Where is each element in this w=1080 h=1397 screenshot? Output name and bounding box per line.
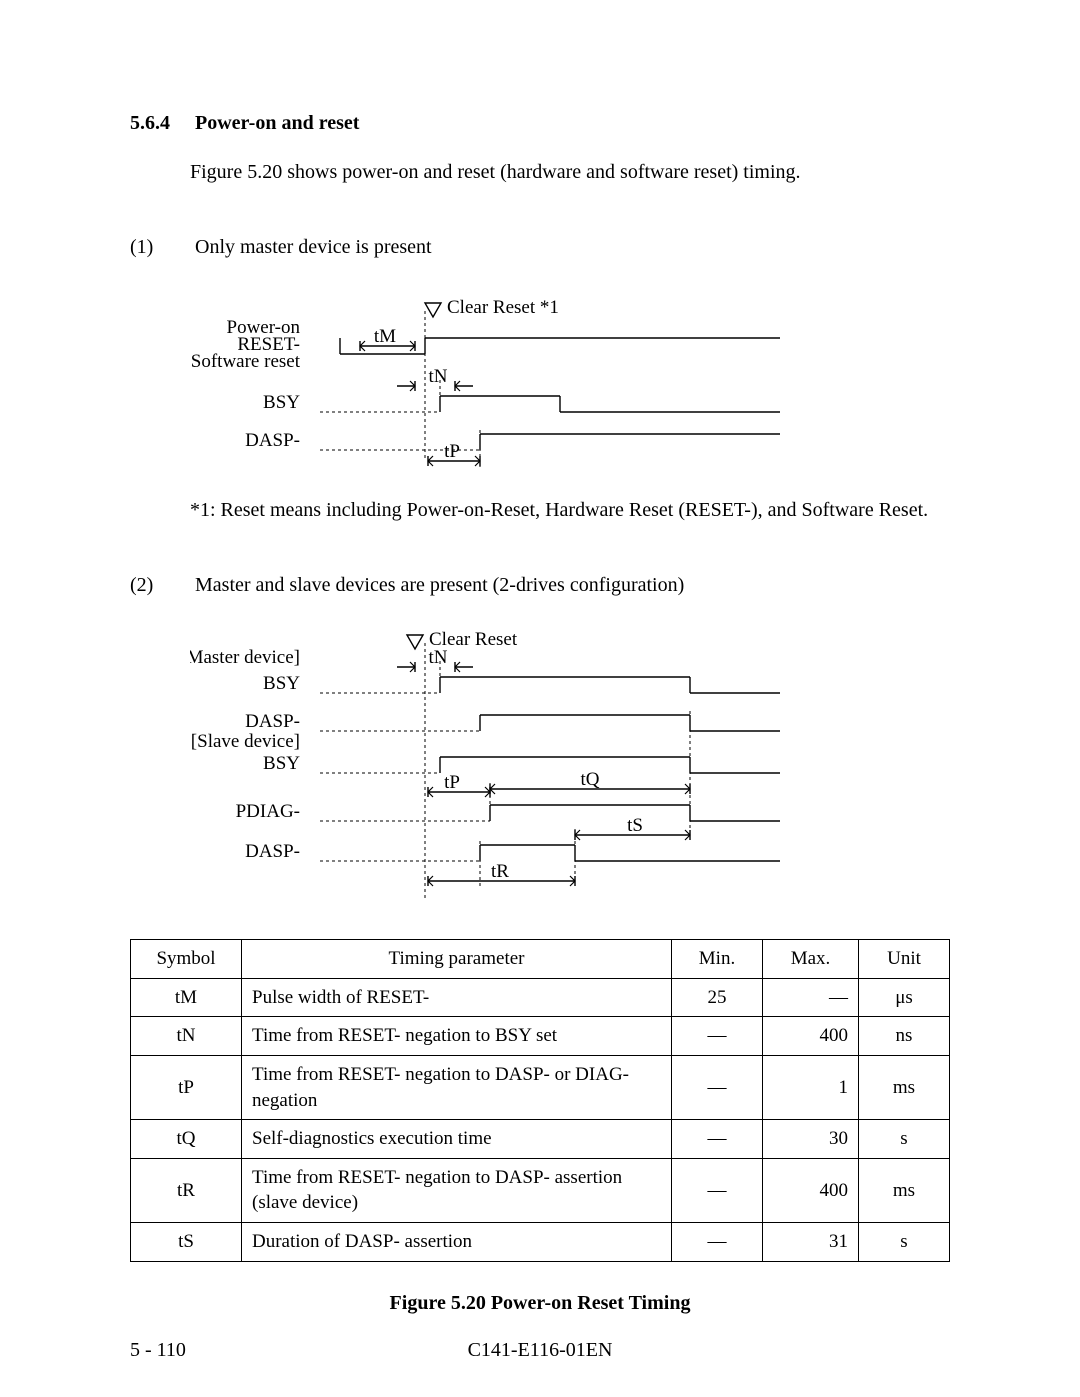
cell-max: —: [763, 978, 859, 1017]
intro-paragraph: Figure 5.20 shows power-on and reset (ha…: [190, 159, 950, 186]
timing-diagram-2-svg: Clear ResettN[Master device]BSYDASP-[Sla…: [190, 619, 790, 909]
svg-text:tN: tN: [429, 647, 448, 668]
table-row: tNTime from RESET- negation to BSY set—4…: [131, 1017, 950, 1056]
cell-symbol: tQ: [131, 1120, 242, 1159]
cell-max: 31: [763, 1223, 859, 1262]
svg-text:[Slave device]: [Slave device]: [191, 731, 300, 752]
table-row: tRTime from RESET- negation to DASP- ass…: [131, 1158, 950, 1222]
table-row: tPTime from RESET- negation to DASP- or …: [131, 1055, 950, 1119]
cell-max: 400: [763, 1158, 859, 1222]
subsection-2-num: (2): [130, 572, 190, 599]
section-number: 5.6.4: [130, 110, 190, 137]
timing-diagram-1-svg: Clear Reset *1Power-onRESET-Software res…: [190, 281, 790, 481]
cell-unit: ms: [859, 1055, 950, 1119]
cell-symbol: tN: [131, 1017, 242, 1056]
cell-symbol: tM: [131, 978, 242, 1017]
th-param: Timing parameter: [242, 940, 672, 979]
cell-max: 30: [763, 1120, 859, 1159]
subsection-2: (2) Master and slave devices are present…: [130, 572, 950, 599]
cell-param: Self-diagnostics execution time: [242, 1120, 672, 1159]
section-heading: 5.6.4 Power-on and reset: [130, 110, 950, 137]
th-symbol: Symbol: [131, 940, 242, 979]
table-row: tSDuration of DASP- assertion—31s: [131, 1223, 950, 1262]
cell-unit: s: [859, 1120, 950, 1159]
svg-text:Clear Reset *1: Clear Reset *1: [447, 297, 559, 318]
cell-param: Pulse width of RESET-: [242, 978, 672, 1017]
footnote-1: *1: Reset means including Power-on-Reset…: [190, 497, 950, 524]
th-min: Min.: [672, 940, 763, 979]
svg-text:tP: tP: [444, 441, 460, 462]
svg-text:tN: tN: [429, 366, 448, 387]
svg-text:DASP-: DASP-: [245, 711, 300, 732]
page: 5.6.4 Power-on and reset Figure 5.20 sho…: [0, 0, 1080, 1397]
svg-text:tR: tR: [491, 861, 509, 882]
th-max: Max.: [763, 940, 859, 979]
subsection-1-num: (1): [130, 234, 190, 261]
cell-unit: μs: [859, 978, 950, 1017]
svg-text:BSY: BSY: [263, 753, 300, 774]
cell-min: —: [672, 1017, 763, 1056]
cell-min: —: [672, 1223, 763, 1262]
subsection-1-text: Only master device is present: [195, 236, 432, 258]
timing-diagram-1: Clear Reset *1Power-onRESET-Software res…: [190, 281, 950, 489]
timing-table: Symbol Timing parameter Min. Max. Unit t…: [130, 939, 950, 1262]
cell-min: —: [672, 1055, 763, 1119]
subsection-1: (1) Only master device is present: [130, 234, 950, 261]
cell-unit: ns: [859, 1017, 950, 1056]
svg-text:[Master device]: [Master device]: [190, 647, 300, 668]
svg-text:PDIAG-: PDIAG-: [236, 801, 300, 822]
svg-text:tQ: tQ: [581, 769, 600, 790]
timing-diagram-2: Clear ResettN[Master device]BSYDASP-[Sla…: [190, 619, 950, 917]
figure-caption: Figure 5.20 Power-on Reset Timing: [130, 1290, 950, 1317]
svg-text:tP: tP: [444, 772, 460, 793]
table-row: tMPulse width of RESET-25—μs: [131, 978, 950, 1017]
cell-param: Time from RESET- negation to BSY set: [242, 1017, 672, 1056]
subsection-2-text: Master and slave devices are present (2-…: [195, 574, 684, 596]
svg-text:tM: tM: [374, 326, 396, 347]
table-row: tQSelf-diagnostics execution time—30s: [131, 1120, 950, 1159]
footer-doc-id: C141-E116-01EN: [130, 1337, 950, 1364]
cell-max: 400: [763, 1017, 859, 1056]
cell-unit: s: [859, 1223, 950, 1262]
cell-min: —: [672, 1158, 763, 1222]
svg-text:tS: tS: [627, 815, 643, 836]
timing-table-wrap: Symbol Timing parameter Min. Max. Unit t…: [130, 939, 950, 1262]
svg-text:Software reset: Software reset: [191, 351, 301, 372]
th-unit: Unit: [859, 940, 950, 979]
table-header-row: Symbol Timing parameter Min. Max. Unit: [131, 940, 950, 979]
cell-param: Time from RESET- negation to DASP- or DI…: [242, 1055, 672, 1119]
cell-unit: ms: [859, 1158, 950, 1222]
cell-min: 25: [672, 978, 763, 1017]
cell-max: 1: [763, 1055, 859, 1119]
cell-symbol: tP: [131, 1055, 242, 1119]
svg-text:BSY: BSY: [263, 673, 300, 694]
cell-param: Time from RESET- negation to DASP- asser…: [242, 1158, 672, 1222]
svg-text:DASP-: DASP-: [245, 430, 300, 451]
svg-text:BSY: BSY: [263, 392, 300, 413]
svg-text:DASP-: DASP-: [245, 841, 300, 862]
cell-symbol: tR: [131, 1158, 242, 1222]
section-title: Power-on and reset: [195, 112, 359, 134]
cell-param: Duration of DASP- assertion: [242, 1223, 672, 1262]
cell-min: —: [672, 1120, 763, 1159]
cell-symbol: tS: [131, 1223, 242, 1262]
